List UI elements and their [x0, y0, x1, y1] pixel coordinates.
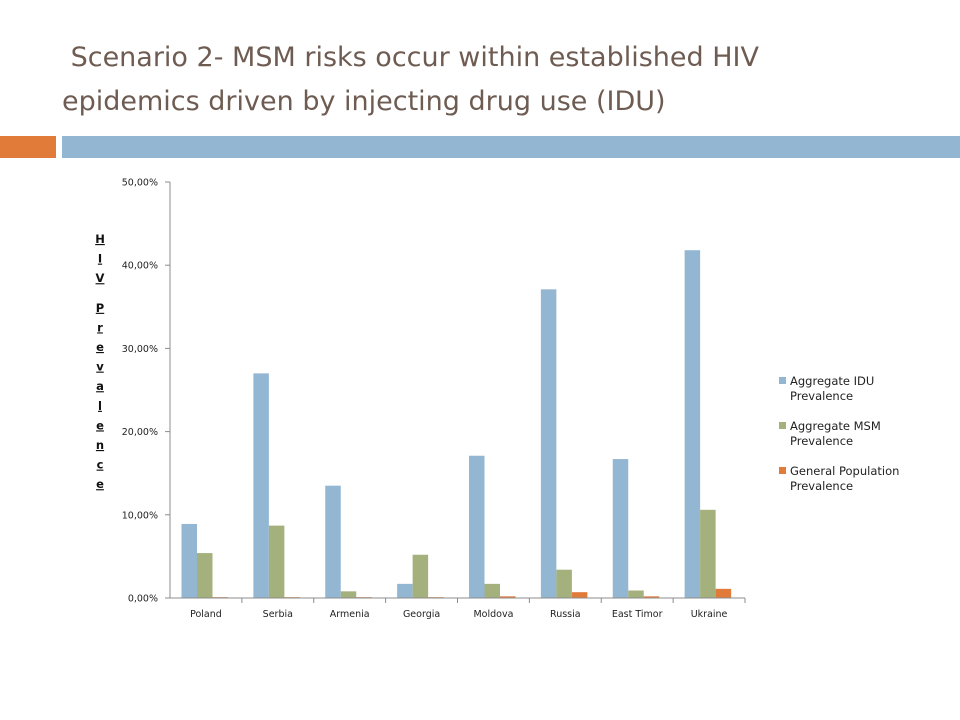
bar — [253, 373, 269, 598]
x-axis-ticks: Poland Serbia Armenia Georgia Moldova Russia E… — [190, 598, 746, 620]
y-axis-label-letter: n — [96, 438, 104, 452]
y-axis-label-letter: e — [96, 340, 104, 354]
bar — [628, 590, 644, 598]
legend-swatch — [779, 377, 786, 384]
y-tick-label: 50,00% — [122, 178, 158, 189]
y-axis-label-letter: V — [96, 271, 105, 285]
bar — [715, 588, 732, 598]
x-tick-label: Russia — [550, 609, 581, 620]
bar — [469, 455, 485, 598]
header-bar — [62, 136, 960, 158]
bar — [612, 459, 629, 598]
legend-swatch — [779, 422, 786, 429]
bar — [325, 485, 341, 598]
y-tick-label: 10,00% — [122, 510, 158, 521]
y-axis-label-letter: v — [96, 360, 104, 374]
bar — [268, 525, 285, 598]
legend-label: Aggregate IDU — [790, 374, 874, 388]
x-tick-label: Ukraine — [691, 609, 728, 620]
slide-title-line-2: epidemics driven by injecting drug use (… — [62, 86, 666, 117]
bar — [181, 523, 197, 598]
accent-bar — [0, 136, 56, 158]
y-axis-label-letter: e — [96, 418, 104, 432]
y-axis-ticks: 0,00% 10,00% 20,00% 30,00% 40,00% 50,00% — [122, 178, 170, 605]
legend-label: Prevalence — [790, 389, 853, 403]
bar — [484, 583, 500, 598]
legend-label: General Population — [790, 464, 899, 478]
bar — [571, 592, 588, 598]
y-axis-label-letter: c — [97, 458, 104, 472]
bar — [684, 250, 701, 598]
bars — [181, 250, 732, 598]
bar — [643, 596, 660, 598]
bar — [397, 583, 413, 598]
bar — [700, 509, 716, 598]
bar — [500, 596, 516, 598]
bar — [340, 591, 357, 598]
slide-title: Scenario 2- MSM risks occur within estab… — [62, 36, 922, 124]
y-axis-label-letter: r — [97, 320, 103, 334]
x-tick-label: Armenia — [330, 609, 370, 620]
legend-swatch — [779, 467, 786, 474]
y-axis-label-letter: H — [95, 232, 105, 246]
bar — [412, 554, 429, 598]
legend-label: Prevalence — [790, 479, 853, 493]
y-tick-label: 20,00% — [122, 427, 158, 438]
x-tick-label: Georgia — [403, 609, 440, 620]
x-tick-label: Moldova — [473, 609, 513, 620]
y-tick-label: 40,00% — [122, 261, 158, 272]
bar — [540, 289, 557, 598]
y-axis-label-letter: e — [96, 477, 104, 491]
y-tick-label: 30,00% — [122, 344, 158, 355]
slide-title-line-1: Scenario 2- MSM risks occur within estab… — [62, 42, 759, 73]
bar — [556, 569, 572, 598]
x-tick-label: Poland — [190, 609, 222, 620]
y-tick-label: 0,00% — [128, 594, 158, 605]
x-tick-label: East Timor — [612, 609, 663, 620]
y-axis-label-letter: I — [98, 252, 102, 266]
legend-label: Aggregate MSM — [790, 419, 881, 433]
bar — [197, 553, 213, 598]
legend-label: Prevalence — [790, 434, 853, 448]
y-axis-label-letter: P — [96, 301, 104, 315]
x-tick-label: Serbia — [263, 609, 293, 620]
y-axis-label-letter: l — [98, 399, 102, 413]
y-axis-label-letter: a — [96, 379, 104, 393]
